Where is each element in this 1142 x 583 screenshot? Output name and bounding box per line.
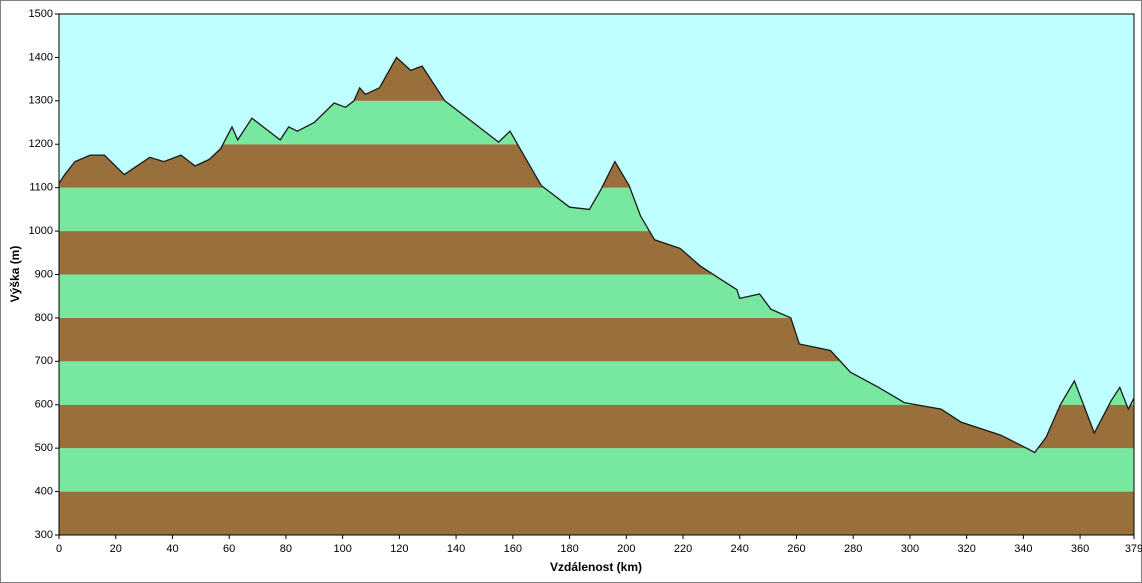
y-tick-label: 1300	[29, 95, 53, 107]
y-tick-label: 1500	[29, 8, 53, 20]
profile-line	[58, 56, 1135, 454]
y-tick-label: 1400	[29, 51, 53, 63]
x-tick-label: 120	[390, 543, 408, 555]
x-tick-label: 40	[166, 543, 178, 555]
x-tick-label: 300	[901, 543, 919, 555]
x-tick-label: 320	[957, 543, 975, 555]
y-tick-label: 400	[35, 485, 53, 497]
x-tick-label: 140	[447, 543, 465, 555]
x-tick-label: 100	[333, 543, 351, 555]
x-tick-label: 379	[1125, 543, 1142, 555]
x-tick-label: 160	[504, 543, 522, 555]
x-tick-label: 240	[731, 543, 749, 555]
x-tick-label: 280	[844, 543, 862, 555]
y-tick-label: 900	[35, 268, 53, 280]
y-tick-label: 300	[35, 529, 53, 541]
x-tick-label: 260	[787, 543, 805, 555]
x-tick-label: 180	[560, 543, 578, 555]
x-tick-label: 220	[674, 543, 692, 555]
x-axis-label: Vzdálenost (km)	[550, 560, 642, 574]
y-axis-label: Výška (m)	[8, 246, 22, 303]
y-tick-label: 1200	[29, 138, 53, 150]
x-tick-label: 0	[56, 543, 62, 555]
y-tick-label: 500	[35, 442, 53, 454]
x-tick-label: 80	[280, 543, 292, 555]
y-tick-label: 1100	[29, 182, 53, 194]
x-tick-label: 340	[1014, 543, 1032, 555]
band	[59, 448, 1134, 492]
band	[59, 491, 1134, 535]
x-tick-label: 60	[223, 543, 235, 555]
x-tick-label: 200	[617, 543, 635, 555]
y-tick-label: 800	[35, 312, 53, 324]
y-tick-label: 1000	[29, 225, 53, 237]
x-tick-label: 360	[1071, 543, 1089, 555]
y-tick-label: 700	[35, 355, 53, 367]
x-tick-label: 20	[110, 543, 122, 555]
y-tick-label: 600	[35, 399, 53, 411]
